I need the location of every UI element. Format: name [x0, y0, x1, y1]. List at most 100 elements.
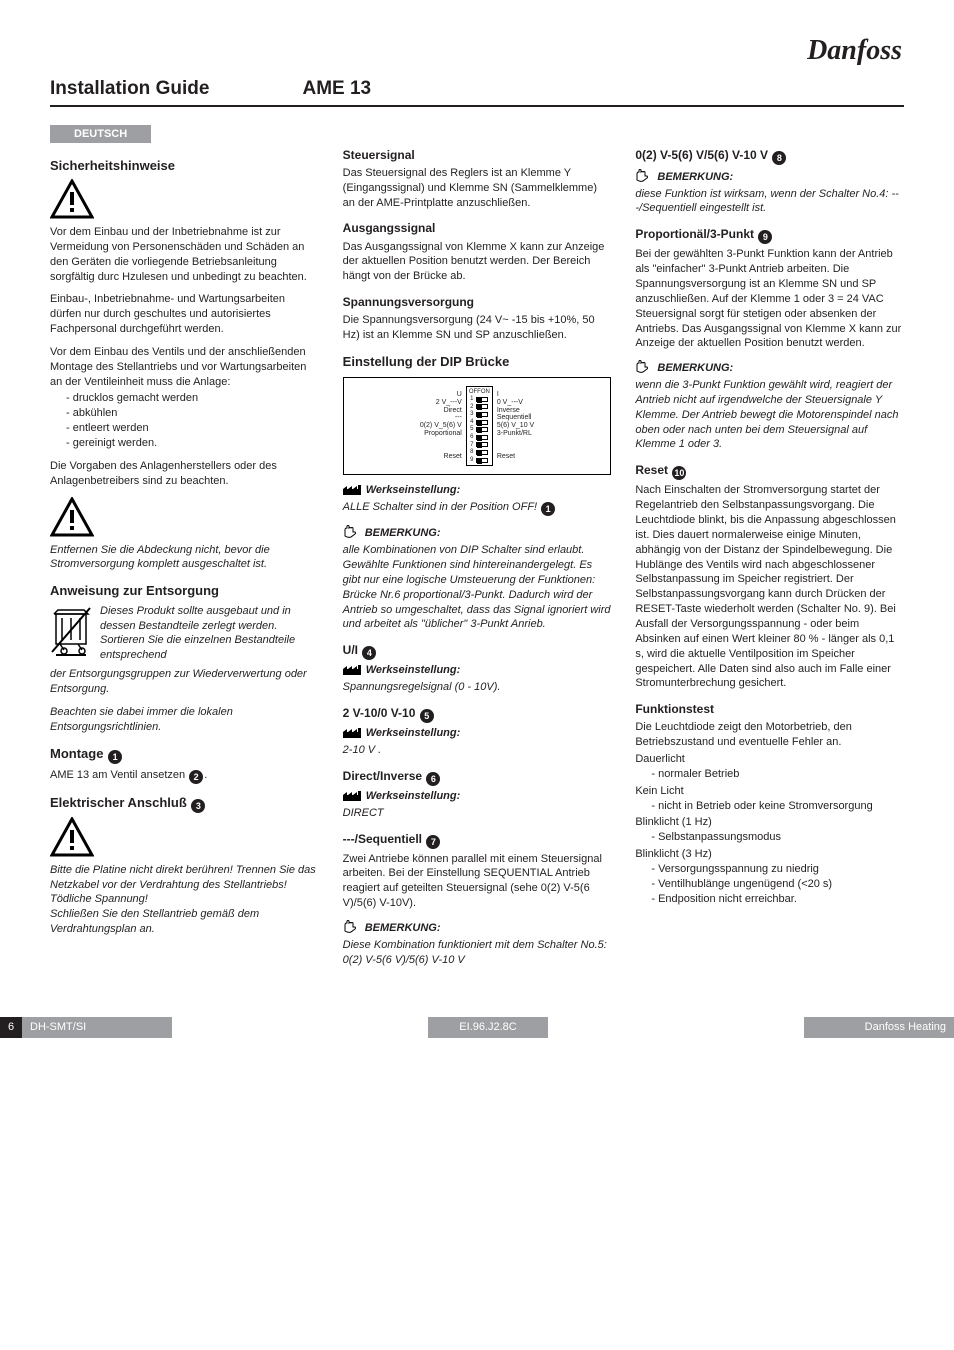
- list-item: Versorgungsspannung zu niedrig: [651, 862, 904, 877]
- seq-text: Zwei Antriebe können parallel mit einem …: [343, 852, 612, 911]
- weee-icon: [50, 604, 92, 656]
- heading-02v: 0(2) V-5(6) V/5(6) V-10 V 8: [635, 147, 904, 165]
- ref-circle-2: 2: [189, 770, 203, 784]
- text: diese Funktion ist wirksam, wenn der Sch…: [635, 188, 899, 215]
- heading-direct-inverse: Direct/Inverse 6: [343, 768, 612, 786]
- dip-right-labels: I 0 V_---V Inverse Sequentiell 5(6) V_10…: [493, 391, 534, 460]
- doc-model: AME 13: [302, 76, 371, 102]
- column-3: 0(2) V-5(6) V/5(6) V-10 V 8 BEMERKUNG: d…: [635, 125, 904, 976]
- ausgang-text: Das Ausgangssignal von Klemme X kann zur…: [343, 240, 612, 285]
- factory-icon: [343, 485, 361, 500]
- hand-icon: [635, 359, 651, 378]
- disposal-text2: Beachten sie dabei immer die lokalen Ent…: [50, 705, 319, 735]
- text: 2-10 V .: [343, 744, 382, 756]
- heading-montage: Montage 1: [50, 745, 319, 764]
- dip-diagram: U 2 V_---V Direct --- 0(2) V_5(6) V Prop…: [343, 377, 612, 476]
- disposal-text1: Dieses Produkt sollte ausgebaut und in d…: [100, 604, 319, 663]
- list-item: nicht in Betrieb oder keine Stromversorg…: [651, 799, 904, 814]
- cover-warning: Entfernen Sie die Abdeckung nicht, bevor…: [50, 543, 319, 573]
- keinlicht-list: nicht in Betrieb oder keine Stromversorg…: [651, 799, 904, 814]
- safety-p4: Die Vorgaben des Anlagenherstellers oder…: [50, 459, 319, 489]
- heading-text: Reset: [635, 463, 668, 477]
- funk-text: Die Leuchtdiode zeigt den Motorbetrieb, …: [635, 720, 904, 750]
- heading-text: U/I: [343, 643, 358, 657]
- list-item: normaler Betrieb: [651, 767, 904, 782]
- heading-funktionstest: Funktionstest: [635, 701, 904, 717]
- safety-p2: Einbau-, Inbetriebnahme- und Wartungsarb…: [50, 292, 319, 337]
- dip-label: 0(2) V_5(6) V: [420, 422, 462, 430]
- steuer-text: Das Steuersignal des Reglers ist an Klem…: [343, 166, 612, 211]
- ref-circle-5: 5: [420, 709, 434, 723]
- list-item: Selbstanpassungsmodus: [651, 830, 904, 845]
- note-02v: BEMERKUNG: diese Funktion ist wirksam, w…: [635, 168, 904, 217]
- ref-circle-1: 1: [108, 750, 122, 764]
- label: BEMERKUNG:: [365, 527, 441, 539]
- list-item: gereinigt werden.: [66, 436, 319, 451]
- factory-icon: [343, 728, 361, 743]
- heading-reset: Reset 10: [635, 462, 904, 480]
- mount-text: AME 13 am Ventil ansetzen 2.: [50, 768, 319, 784]
- page-number: 6: [0, 1017, 22, 1038]
- brand-logo: Danfoss: [807, 32, 902, 70]
- dauerlicht-list: normaler Betrieb: [651, 767, 904, 782]
- factory-di: Werkseinstellung: DIRECT: [343, 789, 612, 821]
- content-columns: DEUTSCH Sicherheitshinweise Vor dem Einb…: [50, 125, 904, 976]
- heading-elec: Elektrischer Anschluß 3: [50, 794, 319, 813]
- elec-warning: Bitte die Platine nicht direkt berühren!…: [50, 863, 319, 937]
- text: Spannungsregelsignal (0 - 10V).: [343, 681, 501, 693]
- ref-circle-1: 1: [541, 502, 555, 516]
- heading-2v: 2 V-10/0 V-10 5: [343, 705, 612, 723]
- heading-safety: Sicherheitshinweise: [50, 157, 319, 175]
- dip-label: ---: [420, 414, 462, 422]
- label: BEMERKUNG:: [657, 171, 733, 183]
- warning-icon: [50, 817, 94, 857]
- keinlicht-label: Kein Licht: [635, 784, 904, 799]
- warning-icon: [50, 179, 94, 219]
- heading-text: 2 V-10/0 V-10: [343, 706, 416, 720]
- list-item: abkühlen: [66, 406, 319, 421]
- footer-right: Danfoss Heating: [804, 1017, 954, 1038]
- heading-text: 0(2) V-5(6) V/5(6) V-10 V: [635, 148, 768, 162]
- text: .: [204, 769, 207, 781]
- dip-label: Inverse: [497, 407, 534, 415]
- heading-proportional: Proportionäl/3-Punkt 9: [635, 226, 904, 244]
- dip-label: U: [420, 391, 462, 399]
- dip-switch-block: OFFON 1 2 3 4 5 6 7 8 9: [466, 386, 493, 467]
- dip-label: I: [497, 391, 534, 399]
- heading-text: Proportionäl/3-Punkt: [635, 227, 754, 241]
- note-seq: BEMERKUNG: Diese Kombination funktionier…: [343, 919, 612, 968]
- label: Werkseinstellung:: [366, 727, 461, 739]
- label: BEMERKUNG:: [365, 922, 441, 934]
- column-1: DEUTSCH Sicherheitshinweise Vor dem Einb…: [50, 125, 319, 976]
- dip-label: 5(6) V_10 V: [497, 422, 534, 430]
- reset-text: Nach Einschalten der Stromversorgung sta…: [635, 483, 904, 691]
- footer-bar: 6 DH-SMT/SI EI.96.J2.8C Danfoss Heating: [0, 1017, 954, 1038]
- hand-icon: [343, 524, 359, 543]
- hand-icon: [635, 168, 651, 187]
- column-2: Steuersignal Das Steuersignal des Regler…: [343, 125, 612, 976]
- ref-circle-4: 4: [362, 646, 376, 660]
- blink3-label: Blinklicht (3 Hz): [635, 847, 904, 862]
- heading-ausgang: Ausgangssignal: [343, 220, 612, 236]
- dip-label: Reset: [420, 453, 462, 461]
- ref-circle-10: 10: [672, 466, 686, 480]
- dip-label: 2 V_---V: [420, 399, 462, 407]
- headline-bar: Installation Guide AME 13: [50, 76, 904, 107]
- note-dip: BEMERKUNG: alle Kombinationen von DIP Sc…: [343, 524, 612, 632]
- factory-icon: [343, 665, 361, 680]
- blink1-list: Selbstanpassungsmodus: [651, 830, 904, 845]
- text: alle Kombinationen von DIP Schalter sind…: [343, 544, 611, 630]
- hand-icon: [343, 919, 359, 938]
- factory-icon: [343, 791, 361, 806]
- heading-steuer: Steuersignal: [343, 147, 612, 163]
- disposal-block: Dieses Produkt sollte ausgebaut und in d…: [50, 604, 319, 663]
- dip-label: Proportional: [420, 430, 462, 438]
- dip-label: Reset: [497, 453, 534, 461]
- footer-center: EI.96.J2.8C: [428, 1017, 548, 1038]
- disposal-text1b: der Entsorgungsgruppen zur Wiederverwert…: [50, 667, 319, 697]
- dip-label: 0 V_---V: [497, 399, 534, 407]
- text: AME 13 am Ventil ansetzen: [50, 769, 188, 781]
- factory-setting-1: Werkseinstellung: ALLE Schalter sind in …: [343, 483, 612, 516]
- dauerlicht-label: Dauerlicht: [635, 752, 904, 767]
- heading-text: Montage: [50, 746, 103, 761]
